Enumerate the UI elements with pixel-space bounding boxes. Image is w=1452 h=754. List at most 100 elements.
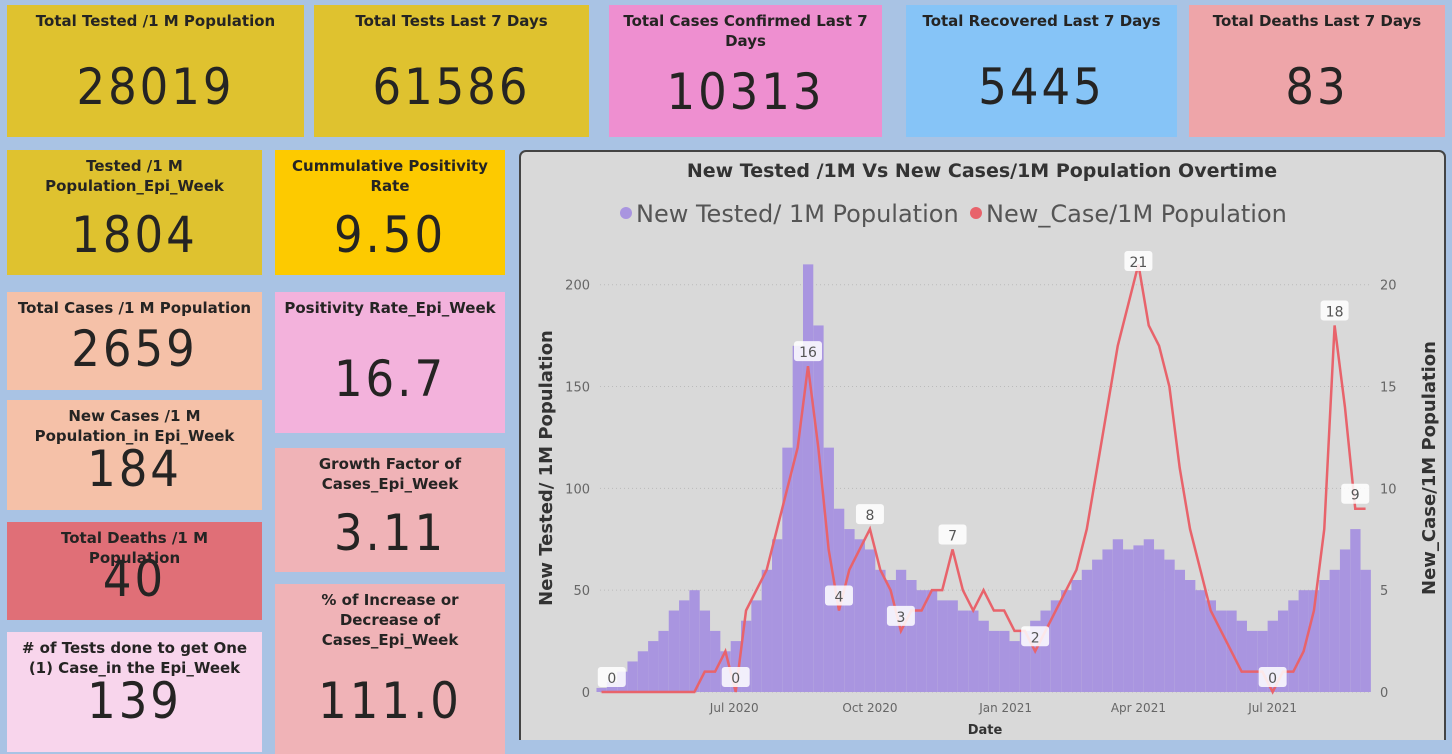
data-label-box [938,524,967,545]
kpi-label: Positivity Rate_Epi_Week [284,299,496,317]
bar [926,590,938,692]
kpi-label: Total Deaths /1 M Population [60,529,208,567]
bar [751,600,762,692]
bar [813,325,824,692]
kpi-card: Total Cases Confirmed Last 7 Days 10313 [609,5,882,137]
bar [1216,610,1227,692]
kpi-label: Total Deaths Last 7 Days [1212,12,1422,30]
kpi-label: Total Cases Confirmed Last 7 Days [623,12,868,50]
bar [1350,529,1361,692]
x-axis-label: Date [968,723,1003,738]
bar [988,630,1000,692]
bar [1092,559,1103,692]
bar [689,590,700,692]
kpi-label: Total Tests Last 7 Days [355,12,548,30]
data-label: 18 [1326,304,1344,320]
x-tick-label: Jul 2020 [709,701,759,715]
data-label: 0 [607,671,616,687]
bar [668,610,680,692]
kpi-card: # of Tests done to get One (1) Case_in t… [7,632,262,752]
bar [1298,590,1309,692]
y2-axis-label: New_Case/1M Population [1419,341,1440,595]
bar [1288,600,1299,692]
bar [937,600,948,692]
y2-tick-label: 20 [1380,279,1397,294]
x-tick-label: Jul 2021 [1247,701,1297,715]
bar [947,600,958,692]
data-label-box [721,667,750,687]
bar [1143,539,1155,692]
bar [627,661,638,692]
bar [844,529,855,692]
data-label: 2 [1031,630,1040,646]
data-label: 0 [731,671,740,687]
y2-tick-label: 15 [1380,381,1397,396]
bar [1050,600,1062,692]
kpi-card: Total Tested /1 M Population 28019 [7,5,304,137]
bar [906,580,917,692]
bar [823,447,834,692]
data-label: 8 [865,508,874,524]
bar [885,580,896,692]
data-label: 16 [799,345,817,361]
data-label: 3 [896,610,905,626]
line [601,264,1366,695]
bar [1205,600,1216,692]
data-label-box [824,585,853,606]
bar [1360,569,1371,692]
bar [1133,545,1144,692]
bar [1009,641,1020,692]
data-label: 0 [1268,671,1277,687]
bar [1112,539,1124,692]
kpi-value: 184 [87,440,182,498]
x-tick-label: Apr 2021 [1111,701,1166,715]
kpi-value: 9.50 [333,206,447,264]
kpi-card: Total Cases /1 M Population 2659 [7,292,262,390]
kpi-value: 83 [1285,58,1349,116]
bar [999,630,1010,692]
kpi-value: 139 [87,672,182,730]
kpi-value: 10313 [666,63,825,121]
data-label-box [793,341,822,362]
kpi-label: # of Tests done to get One (1) Case_in t… [21,639,248,677]
bar [772,539,783,692]
y2-tick-label: 5 [1380,584,1388,599]
bar [1267,620,1278,692]
kpi-card: Total Recovered Last 7 Days 5445 [906,5,1177,137]
bar [1339,549,1351,692]
data-label-box [1320,300,1349,321]
bar [1195,590,1206,692]
data-label-box [597,667,626,687]
bar [792,345,803,692]
bar [1071,580,1082,692]
data-label-box [1021,626,1050,647]
data-label: 4 [835,590,844,606]
bar [1185,580,1196,692]
bar [1319,580,1330,692]
bar [875,569,886,692]
chart-title: New Tested /1M Vs New Cases/1M Populatio… [687,160,1277,182]
y-tick-label: 50 [573,584,590,599]
bar [741,620,752,692]
y-tick-label: 0 [582,686,590,701]
kpi-card: New Cases /1 M Population_in Epi_Week 184 [7,400,262,510]
legend-label: New Tested/ 1M Population [636,200,959,228]
kpi-card: Total Deaths Last 7 Days 83 [1189,5,1445,137]
bar [699,610,711,692]
y-tick-label: 100 [565,482,590,497]
chart: New Tested /1M Vs New Cases/1M Populatio… [519,150,1446,740]
bar [957,610,969,692]
kpi-value: 2659 [71,320,198,378]
kpi-card: Cummulative Positivity Rate 9.50 [275,150,505,275]
kpi-label: Total Cases /1 M Population [17,299,252,317]
bar [1277,610,1289,692]
bar [648,641,659,692]
bar [1030,620,1041,692]
kpi-label: Tested /1 M Population_Epi_Week [45,157,224,195]
bar [761,569,772,692]
bar [1040,610,1051,692]
bar [1123,549,1134,692]
bar [710,630,721,692]
y-tick-label: 200 [565,279,590,294]
kpi-card: Total Deaths /1 M Population 40 [7,522,262,620]
